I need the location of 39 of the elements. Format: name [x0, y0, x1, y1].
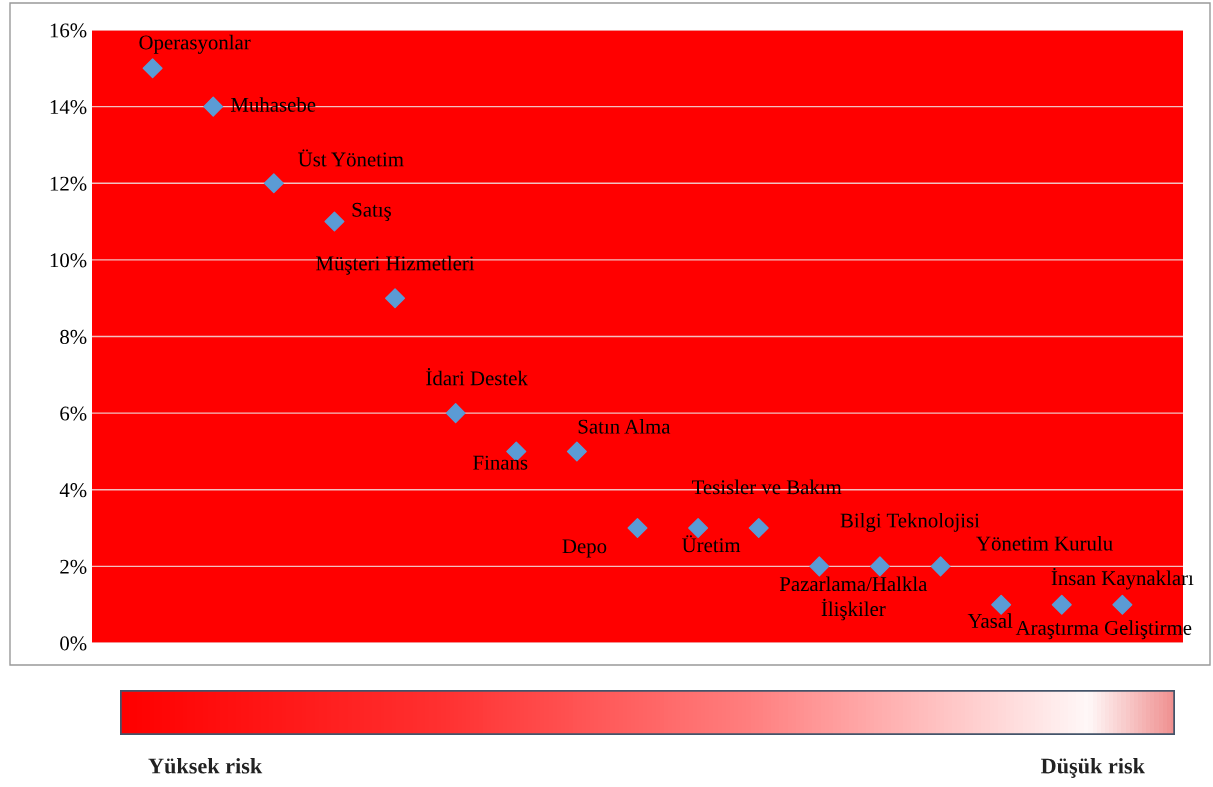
y-tick-label: 4% [59, 483, 87, 498]
data-label: Finans [473, 455, 528, 470]
text: Düşük risk [1041, 757, 1145, 778]
y-tick-label: 16% [50, 23, 87, 38]
y-tick-label: 8% [60, 329, 87, 344]
data-label: Depo [562, 539, 607, 558]
point [930, 556, 951, 577]
y-tick-label: 12% [50, 176, 87, 191]
y-tick-label: 2% [60, 559, 87, 574]
data-label: Yönetim Kurulu [976, 535, 1113, 551]
y-tick-label: 0% [60, 636, 87, 651]
data-label: Üst Yönetim [298, 149, 404, 167]
point [263, 173, 284, 194]
data-label: İdari Destek [426, 368, 528, 386]
point [566, 441, 587, 462]
point [445, 403, 466, 424]
point [991, 594, 1012, 615]
data-label: Üretim [682, 535, 741, 553]
y-tick-label: 10% [50, 253, 87, 268]
data-label: Bilgi Teknolojisi [840, 512, 980, 532]
point [324, 211, 345, 232]
point [1112, 594, 1133, 615]
point [142, 58, 163, 79]
point [385, 288, 406, 309]
point [203, 96, 224, 117]
data-label: Pazarlama/Halkla İlişkiler [779, 576, 928, 621]
point [869, 556, 890, 577]
y-tick-label: 6% [60, 406, 87, 421]
text: Yüksek risk [148, 757, 263, 774]
data-label: Müşteri Hizmetleri [316, 255, 475, 275]
point [748, 518, 769, 539]
point [1051, 594, 1072, 615]
data-label: Yasal [967, 613, 1013, 628]
point [809, 556, 830, 577]
point [627, 518, 648, 539]
data-label: Satın Alma [578, 418, 671, 434]
data-label: Satış [352, 202, 391, 222]
y-tick-label: 14% [50, 100, 87, 115]
data-label: Operasyonlar [139, 34, 251, 54]
